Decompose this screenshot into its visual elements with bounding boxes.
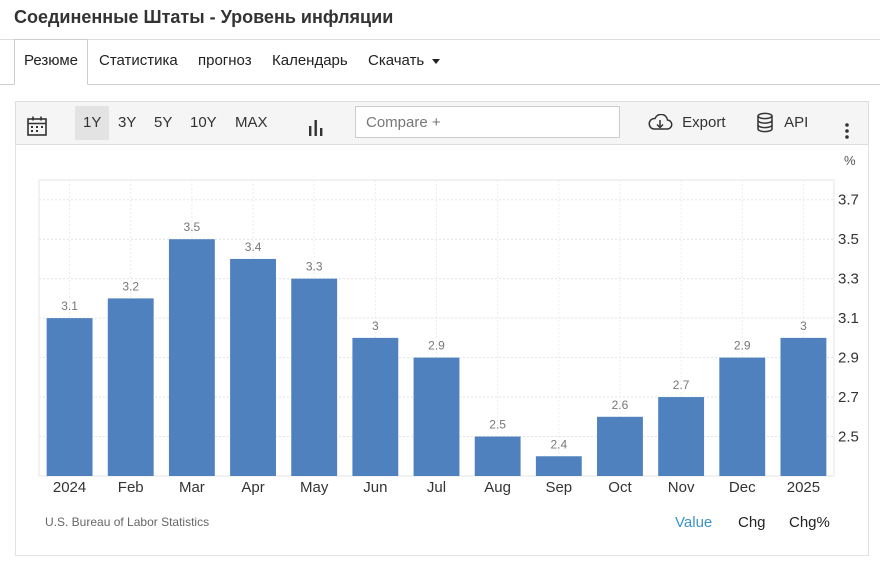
mode-chg-pct[interactable]: Chg% (789, 514, 830, 531)
bar (352, 337, 399, 476)
bar (107, 298, 154, 476)
calendar-icon[interactable] (26, 112, 48, 136)
data-label: 2.4 (550, 437, 567, 451)
range-5y[interactable]: 5Y (154, 114, 173, 131)
x-tick-label: Jul (427, 479, 446, 496)
export-label: Export (682, 114, 726, 131)
data-label: 3 (800, 319, 807, 333)
x-tick-label: Apr (241, 479, 264, 496)
mode-chg[interactable]: Chg (738, 514, 766, 531)
x-tick-label: Dec (729, 479, 756, 496)
bar (719, 357, 766, 476)
data-label: 3.5 (184, 220, 201, 234)
data-label: 3.4 (245, 240, 262, 254)
bar (780, 337, 827, 476)
y-tick-label: 2.5 (838, 429, 859, 446)
bar-chart-icon[interactable] (307, 113, 325, 136)
y-tick-label: 3.1 (838, 310, 859, 327)
x-tick-label: Jun (363, 479, 387, 496)
tab-label: Статистика (99, 52, 178, 69)
data-label: 2.5 (489, 418, 506, 432)
range-max[interactable]: MAX (235, 114, 268, 131)
tab-forecast[interactable]: прогноз (198, 40, 252, 84)
data-label: 2.9 (428, 339, 445, 353)
x-tick-label: Sep (545, 479, 572, 496)
y-tick-label: 3.3 (838, 271, 859, 288)
bar (535, 456, 582, 476)
tab-bar: Резюме Статистика прогноз Календарь Скач… (0, 39, 880, 85)
bar (291, 278, 338, 476)
x-tick-label: Aug (484, 479, 511, 496)
x-tick-label: Oct (608, 479, 632, 496)
tab-label: Календарь (272, 52, 348, 69)
mode-value[interactable]: Value (675, 514, 713, 531)
tab-statistics[interactable]: Статистика (99, 40, 178, 84)
y-tick-label: 2.7 (838, 389, 859, 406)
api-button[interactable]: API (756, 102, 808, 144)
tab-summary[interactable]: Резюме (14, 39, 88, 85)
bar (230, 258, 276, 476)
chart-toolbar: 1Y 3Y 5Y 10Y MAX Export API (15, 101, 869, 145)
bar (597, 416, 643, 476)
range-3y[interactable]: 3Y (118, 114, 137, 131)
range-1y[interactable]: 1Y (75, 106, 110, 140)
bar (46, 318, 93, 476)
chevron-down-icon (432, 58, 441, 64)
database-icon (757, 112, 773, 133)
bar (168, 239, 215, 476)
bar (474, 436, 521, 476)
tab-download[interactable]: Скачать (368, 40, 441, 84)
more-vertical-icon[interactable] (844, 115, 850, 139)
tab-label: прогноз (198, 52, 252, 69)
y-tick-label: 3.7 (838, 192, 859, 209)
data-label: 3.2 (122, 279, 139, 293)
x-tick-label: Nov (668, 479, 695, 496)
cloud-download-icon (648, 113, 673, 130)
source-note: U.S. Bureau of Labor Statistics (45, 515, 210, 529)
data-label: 2.7 (673, 378, 690, 392)
compare-input[interactable] (355, 106, 620, 138)
inflation-bar-chart: 3.1 2024 3.2 Feb 3.5 Mar 3.4 Apr 3.3 May 3 Jun 2.9 Ju… (38, 153, 859, 496)
x-tick-label: Mar (179, 479, 205, 496)
y-tick-label: 2.9 (838, 350, 859, 367)
range-10y[interactable]: 10Y (190, 114, 217, 131)
bar (658, 397, 705, 476)
api-label: API (784, 114, 809, 131)
bar (413, 357, 460, 476)
data-label: 3.1 (61, 299, 78, 313)
tab-calendar[interactable]: Календарь (272, 40, 348, 84)
data-label: 3 (372, 319, 379, 333)
page-title: Соединенные Штаты - Уровень инфляции (14, 7, 394, 27)
chart-panel (15, 143, 869, 556)
tab-label: Резюме (24, 52, 78, 69)
y-tick-label: 3.5 (838, 231, 859, 248)
data-label: 2.6 (612, 398, 629, 412)
x-tick-label: 2025 (787, 479, 820, 496)
x-tick-label: 2024 (53, 479, 86, 496)
data-label: 3.3 (306, 260, 323, 274)
y-unit-label: % (844, 153, 856, 168)
x-tick-label: Feb (118, 479, 144, 496)
data-label: 2.9 (734, 339, 751, 353)
export-button[interactable]: Export (647, 102, 726, 144)
x-tick-label: May (300, 479, 329, 496)
tab-label: Скачать (368, 52, 425, 69)
